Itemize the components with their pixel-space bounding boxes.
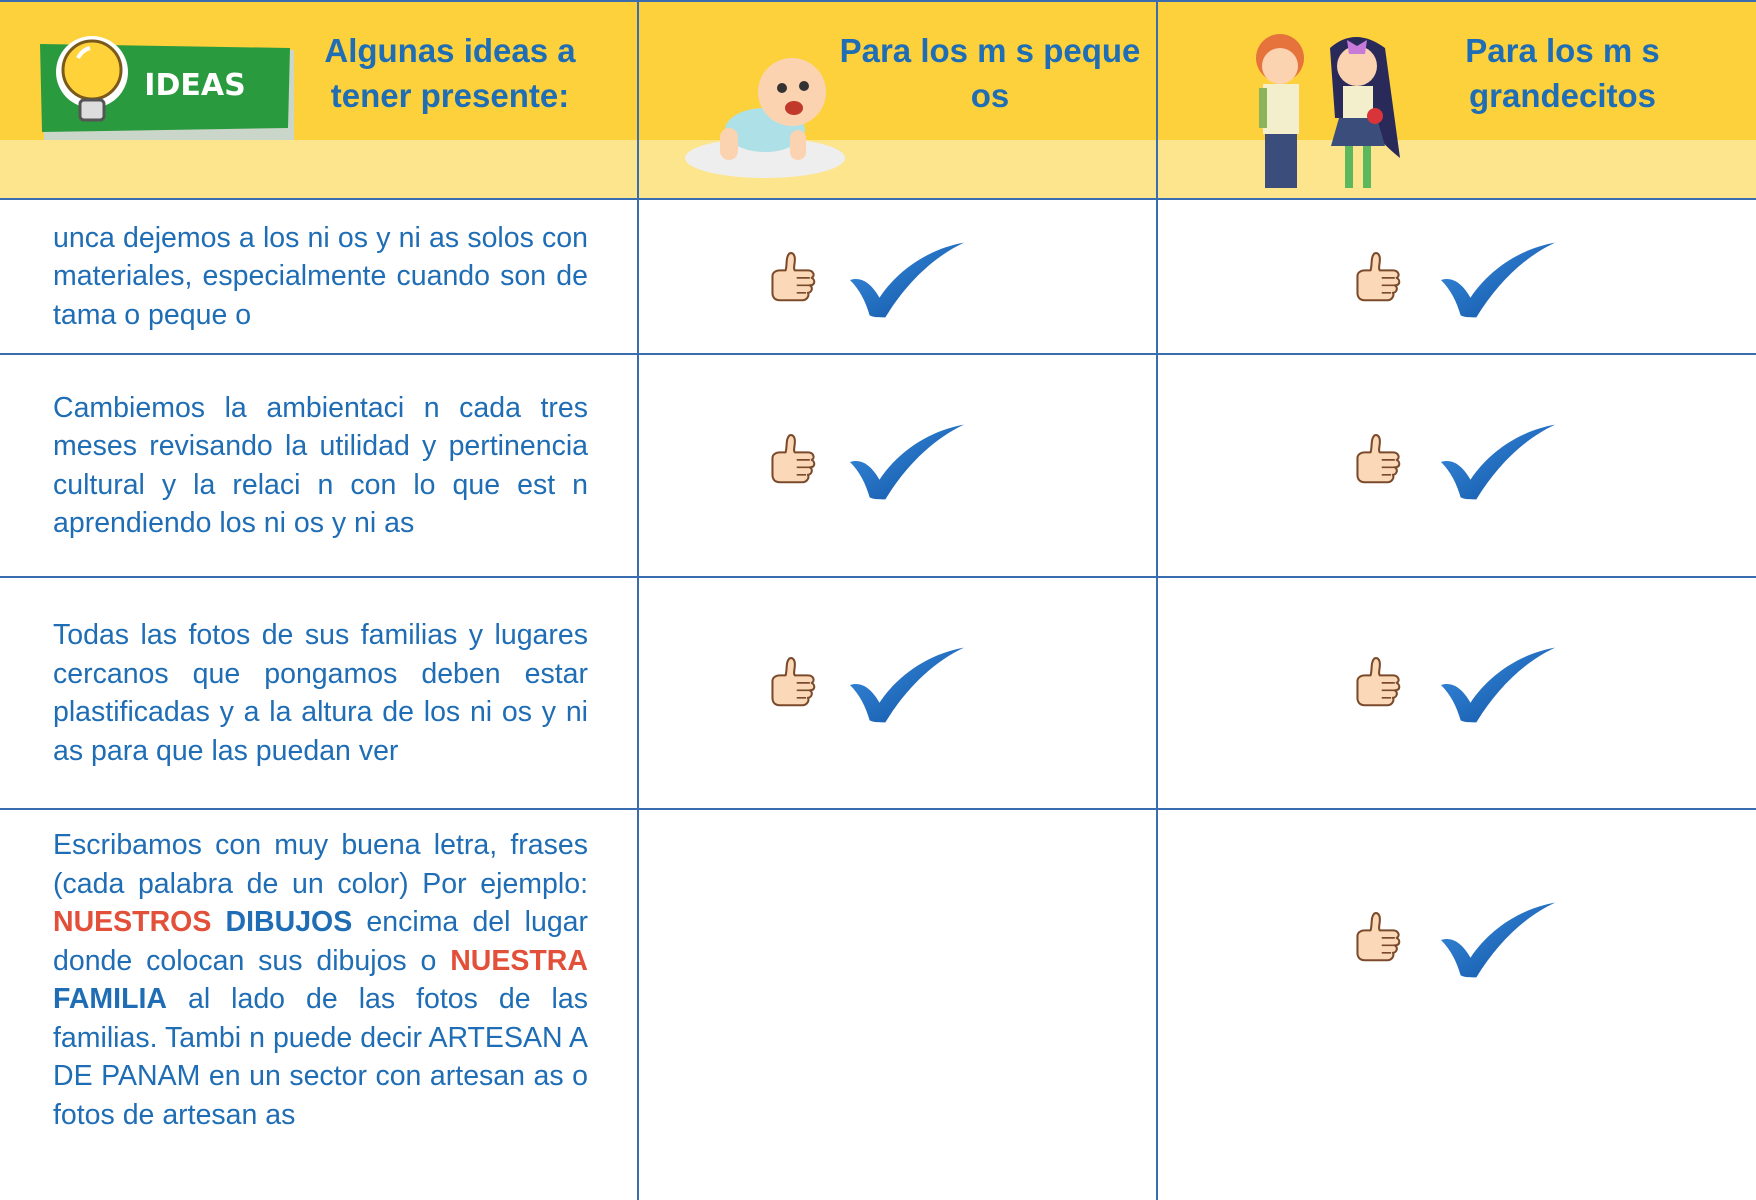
row-divider xyxy=(0,198,1756,200)
thumbs-up xyxy=(1350,908,1406,964)
text: encima del lugar donde colocan sus dibuj… xyxy=(53,906,589,977)
text: unca dejemos a los ni os y ni as solos c… xyxy=(53,221,588,331)
ideas-badge xyxy=(40,36,294,140)
check xyxy=(1439,645,1557,725)
row-text: unca dejemos a los ni os y ni as solos c… xyxy=(53,200,588,353)
highlight: NUESTROS xyxy=(53,906,212,938)
text: Escribamos con muy buena letra, frases (… xyxy=(53,829,588,900)
check xyxy=(1439,240,1557,320)
row-text: Escribamos con muy buena letra, frases (… xyxy=(53,826,588,1186)
badge-label: IDEAS xyxy=(144,68,246,103)
check xyxy=(1439,422,1557,502)
thumbs-up xyxy=(765,653,821,709)
header-subband xyxy=(0,140,1756,199)
check xyxy=(1439,900,1557,980)
row-divider xyxy=(0,0,1756,2)
row-text: Cambiemos la ambientaci n cada tres mese… xyxy=(53,355,588,576)
check xyxy=(848,240,966,320)
text: Todas las fotos de sus familias y lugare… xyxy=(53,619,588,767)
row-text: Todas las fotos de sus familias y lugare… xyxy=(53,578,588,808)
check xyxy=(848,422,966,502)
row-divider xyxy=(0,808,1756,810)
check xyxy=(848,645,966,725)
text: Cambiemos la ambientaci n cada tres mese… xyxy=(53,391,588,540)
thumbs-up xyxy=(1350,653,1406,709)
row-divider xyxy=(0,353,1756,355)
highlight: DIBUJOS xyxy=(225,906,353,938)
thumbs-up xyxy=(765,430,821,486)
row-divider xyxy=(0,576,1756,578)
column-divider xyxy=(1156,0,1158,1200)
kids-illustration xyxy=(1256,34,1400,188)
thumbs-up xyxy=(1350,248,1406,304)
column-header: Para los m s peque os xyxy=(839,32,1141,114)
column-header: Algunas ideas a tener presente: xyxy=(324,32,576,114)
highlight: NUESTRA xyxy=(450,944,588,977)
baby-illustration xyxy=(685,58,845,178)
column-header: Para los m s grandecitos xyxy=(1465,32,1660,114)
text: Escribamos con muy buena letra, frases (… xyxy=(53,826,588,1134)
column-divider xyxy=(637,0,639,1200)
thumbs-up xyxy=(765,248,821,304)
text: al lado de las fotos de las familias. Ta… xyxy=(53,983,588,1131)
thumbs-up xyxy=(1350,430,1406,486)
highlight: FAMILIA xyxy=(53,983,167,1015)
